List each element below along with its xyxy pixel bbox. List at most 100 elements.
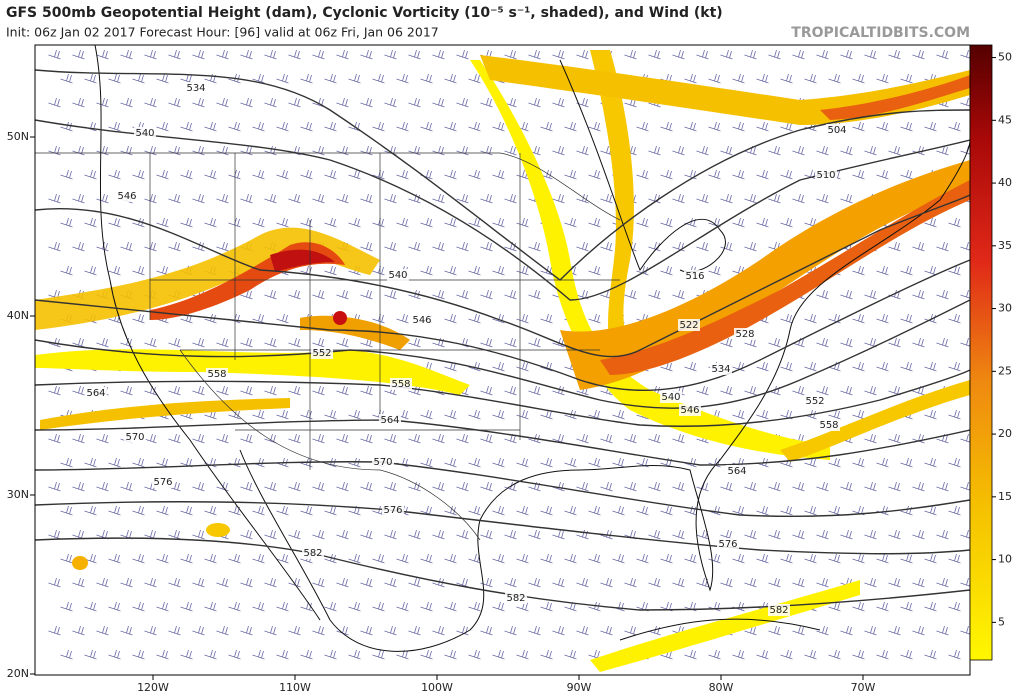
contour-label: 582 [769,605,788,616]
wind-barb [192,529,205,540]
wind-barb [444,505,457,516]
wind-barb [216,49,229,60]
wind-barb [216,241,229,252]
wind-barb [84,265,97,276]
wind-barb [816,529,829,540]
wind-barb [432,529,445,540]
wind-barb [192,481,205,492]
wind-barb [324,73,337,84]
wind-barb [576,577,589,588]
wind-barb [372,601,385,612]
wind-barb [384,97,397,108]
wind-barb [252,601,265,612]
wind-barb [840,529,853,540]
wind-barb [276,121,289,132]
wind-barb [348,649,361,660]
wind-barb [816,481,829,492]
wind-barb [264,49,277,60]
colorbar-tick-label: 45 [998,113,1012,126]
wind-barb [540,601,553,612]
wind-barb [492,265,505,276]
wind-barb [732,649,745,660]
wind-barb [528,577,541,588]
height-contours [35,69,970,611]
wind-barb [312,529,325,540]
wind-barb [60,457,73,468]
wind-barb [840,193,853,204]
wind-barb [852,169,865,180]
wind-barb [120,481,133,492]
wind-barb [516,313,529,324]
wind-barb [108,553,121,564]
wind-barb [360,529,373,540]
wind-barb [396,169,409,180]
wind-barb [420,121,433,132]
wind-barb [900,169,913,180]
wind-barb [192,385,205,396]
wind-barb [732,553,745,564]
contour-label-bg [815,169,837,181]
wind-barb [168,385,181,396]
wind-barb [768,481,781,492]
wind-barb [744,481,757,492]
wind-barb [468,649,481,660]
wind-barb [660,169,673,180]
lon-tick-label: 70W [851,681,876,694]
wind-barb [444,217,457,228]
wind-barb [432,433,445,444]
wind-barb [948,601,961,612]
wind-barb [264,481,277,492]
wind-barb [180,217,193,228]
wind-barb [900,265,913,276]
wind-barb [360,481,373,492]
wind-barb [288,529,301,540]
wind-barb [792,49,805,60]
wind-barb [528,97,541,108]
wind-barb [204,505,217,516]
wind-barb [936,481,949,492]
wind-barb [516,457,529,468]
wind-barb [420,73,433,84]
wind-barb [96,193,109,204]
wind-barb [612,409,625,420]
wind-barb [684,73,697,84]
wind-barb [468,505,481,516]
wind-barb [48,241,61,252]
wind-barb [504,529,517,540]
wind-barb [168,241,181,252]
wind-barb [108,121,121,132]
wind-barb [708,121,721,132]
wind-barb [564,169,577,180]
contour-label-bg [85,387,107,399]
wind-barb [804,457,817,468]
wind-barb [768,337,781,348]
wind-barb [108,265,121,276]
wind-barb [504,145,517,156]
wind-barb [924,121,937,132]
wind-barb [144,97,157,108]
contour-label-bg [302,547,324,559]
wind-barb [468,265,481,276]
wind-barb [240,385,253,396]
wind-barb [552,625,565,636]
wind-barb [636,169,649,180]
wind-barb [72,577,85,588]
contour-label: 558 [391,379,410,390]
wind-barb [720,481,733,492]
wind-barb [84,601,97,612]
wind-barb [276,313,289,324]
wind-barb [852,457,865,468]
wind-barb [504,577,517,588]
colorbar-tick-label: 35 [998,239,1012,252]
wind-barb [156,121,169,132]
wind-barb [324,265,337,276]
wind-barb [48,577,61,588]
wind-barb [504,385,517,396]
wind-barb [216,337,229,348]
wind-barb [948,313,961,324]
wind-barb [888,577,901,588]
wind-barb [48,193,61,204]
colorbar-tick-label: 30 [998,302,1012,315]
wind-barb [60,505,73,516]
wind-barb [948,121,961,132]
